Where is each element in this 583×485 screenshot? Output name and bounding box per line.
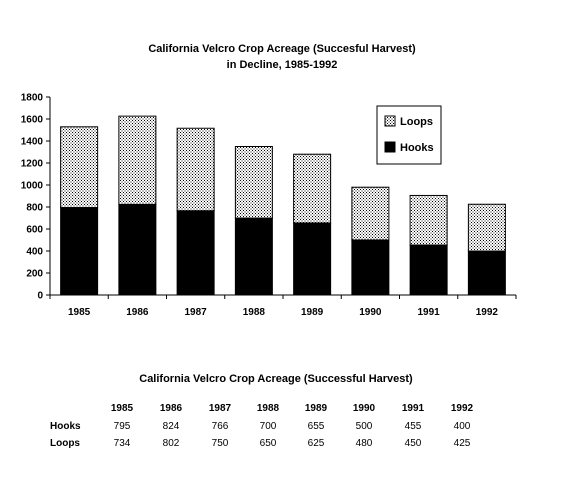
y-tick-label: 1600: [21, 115, 44, 126]
bar-loops-1991: [409, 194, 448, 246]
data-table: 1985 1986 1987 1988 1989 1990 1991 1992 Hooks 795…: [50, 403, 474, 449]
table-cell: 500: [356, 421, 373, 432]
table-cell: 625: [308, 438, 325, 449]
y-tick-label: 1800: [21, 93, 44, 104]
table-header: 1989: [305, 403, 328, 414]
bar-loops-1987: [176, 127, 215, 212]
table-cell: 766: [212, 421, 229, 432]
x-tick-label: 1985: [68, 307, 91, 318]
x-tick-label: 1986: [126, 307, 149, 318]
bar-hooks-1986: [118, 203, 157, 296]
bar-loops-1990: [351, 186, 390, 241]
bar-hooks-1990: [351, 239, 390, 296]
bar-hooks-1992: [467, 250, 506, 296]
legend-label-hooks: Hooks: [400, 142, 434, 154]
chart-subtitle: in Decline, 1985-1992: [227, 59, 338, 71]
y-tick-label: 200: [26, 269, 43, 280]
plot-area: 0 200 400 600 800 1000 1200 1400 1600 1800 1985 198…: [21, 93, 517, 318]
table-row-label: Loops: [50, 438, 80, 449]
bar-loops-1986: [118, 115, 157, 205]
table-cell: 455: [405, 421, 422, 432]
table-cell: 480: [356, 438, 373, 449]
table-cell: 425: [454, 438, 471, 449]
table-header: 1992: [451, 403, 474, 414]
y-tick-label: 1000: [21, 181, 44, 192]
y-tick-label: 400: [26, 247, 43, 258]
y-tick-label: 800: [26, 203, 43, 214]
table-cell: 655: [308, 421, 325, 432]
legend-swatch-hooks: [384, 141, 396, 153]
legend-swatch-loops: [384, 115, 396, 127]
legend-label-loops: Loops: [400, 116, 433, 128]
table-row-label: Hooks: [50, 421, 81, 432]
bar-loops-1992: [467, 203, 506, 252]
bar-loops-1989: [293, 153, 332, 224]
table-header: 1985: [111, 403, 134, 414]
table-title: California Velcro Crop Acreage (Successf…: [139, 373, 413, 385]
x-tick-label: 1988: [243, 307, 266, 318]
bar-hooks-1987: [176, 210, 215, 296]
x-tick-label: 1990: [359, 307, 382, 318]
y-tick-label: 1400: [21, 137, 44, 148]
legend-frame: [376, 105, 442, 165]
y-tick-label: 0: [37, 291, 43, 302]
table-cell: 750: [212, 438, 229, 449]
table-header: 1987: [209, 403, 232, 414]
x-tick-label: 1992: [476, 307, 499, 318]
table-header: 1988: [257, 403, 280, 414]
bar-hooks-1988: [234, 217, 273, 296]
table-cell: 650: [260, 438, 277, 449]
table-cell: 400: [454, 421, 471, 432]
y-tick-label: 1200: [21, 159, 44, 170]
x-tick-label: 1987: [185, 307, 208, 318]
bar-hooks-1991: [409, 244, 448, 296]
chart-title: California Velcro Crop Acreage (Succesfu…: [148, 43, 416, 55]
x-tick-label: 1989: [301, 307, 324, 318]
table-cell: 700: [260, 421, 277, 432]
table-header: 1986: [160, 403, 183, 414]
bar-hooks-1985: [60, 207, 99, 296]
table-cell: 734: [114, 438, 131, 449]
bar-hooks-1989: [293, 222, 332, 296]
table-cell: 450: [405, 438, 422, 449]
y-tick-label: 600: [26, 225, 43, 236]
legend: Loops Hooks: [376, 105, 442, 165]
table-cell: 795: [114, 421, 131, 432]
table-cell: 824: [163, 421, 180, 432]
bar-loops-1988: [234, 146, 273, 219]
x-tick-label: 1991: [418, 307, 441, 318]
table-header: 1990: [353, 403, 376, 414]
table-cell: 802: [163, 438, 180, 449]
bar-loops-1985: [60, 126, 99, 209]
table-header: 1991: [402, 403, 425, 414]
